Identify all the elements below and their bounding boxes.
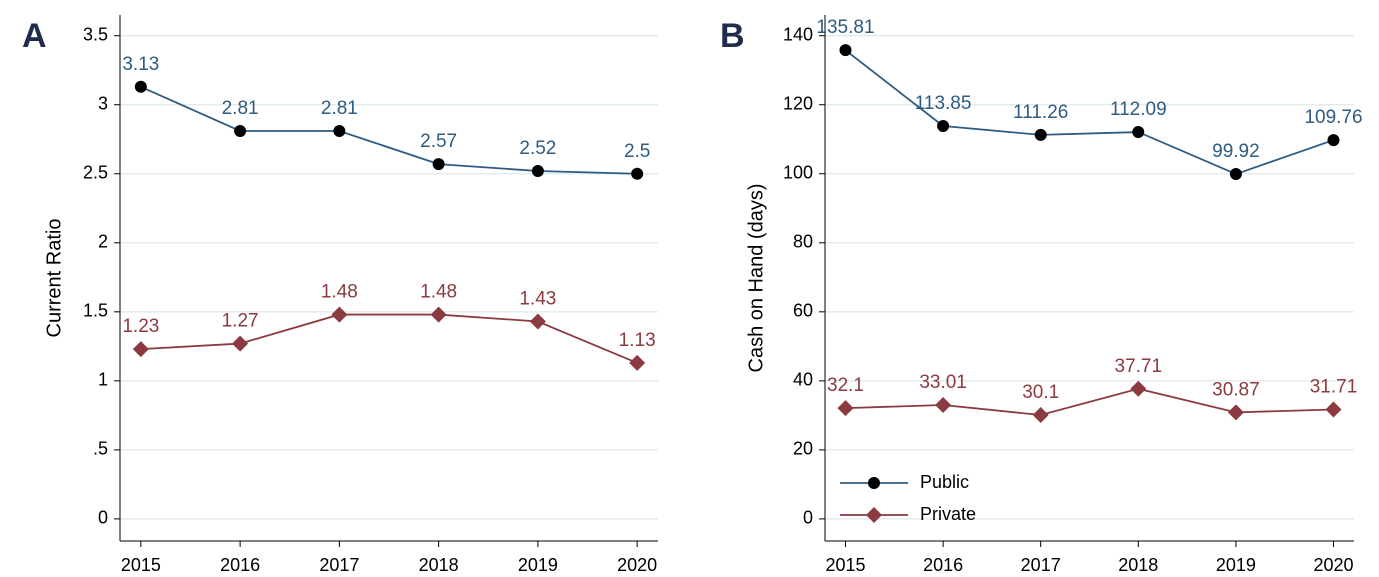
x-tick-label: 2016	[220, 555, 260, 575]
legend-marker	[868, 477, 880, 489]
panel-label: A	[22, 17, 47, 55]
x-tick-label: 2016	[923, 555, 963, 575]
marker	[232, 335, 249, 352]
data-label: 135.81	[816, 17, 874, 38]
marker	[331, 306, 348, 323]
marker	[937, 119, 950, 132]
data-label: 1.23	[122, 316, 159, 337]
y-tick-label: 140	[783, 24, 813, 44]
y-tick-label: 1.5	[83, 301, 108, 321]
x-tick-label: 2019	[518, 555, 558, 575]
data-label: 31.71	[1310, 376, 1358, 397]
marker	[1032, 407, 1049, 424]
y-tick-label: 3	[98, 93, 108, 113]
series-line	[140, 85, 638, 175]
marker	[935, 396, 952, 413]
y-tick-label: 100	[783, 163, 813, 183]
marker	[1327, 134, 1340, 147]
x-tick-label: 2015	[121, 555, 161, 575]
marker	[629, 354, 646, 371]
marker	[132, 341, 149, 358]
y-tick-label: 2	[98, 232, 108, 252]
x-tick-label: 2020	[1313, 555, 1353, 575]
data-label: 37.71	[1115, 356, 1163, 377]
data-label: 99.92	[1212, 141, 1260, 162]
marker	[839, 44, 852, 57]
marker	[430, 306, 447, 323]
data-label: 2.5	[624, 141, 650, 162]
y-tick-label: 40	[793, 370, 813, 390]
data-label: 30.87	[1212, 379, 1260, 400]
y-tick-label: 60	[793, 301, 813, 321]
series-line	[844, 49, 1334, 176]
y-axis-label: Current Ratio	[43, 219, 65, 338]
data-label: 33.01	[919, 372, 967, 393]
marker	[333, 124, 346, 137]
marker	[432, 158, 445, 171]
y-tick-label: 0	[803, 508, 813, 528]
marker	[234, 124, 247, 137]
x-tick-label: 2020	[617, 555, 657, 575]
data-label: 112.09	[1110, 99, 1167, 120]
x-tick-label: 2017	[1021, 555, 1061, 575]
data-label: 1.43	[519, 289, 556, 310]
data-label: 1.48	[321, 282, 358, 303]
data-label: 109.76	[1304, 107, 1362, 128]
x-tick-label: 2015	[825, 555, 865, 575]
data-label: 32.1	[827, 375, 864, 396]
data-label: 2.57	[420, 131, 457, 152]
y-tick-label: 20	[793, 439, 813, 459]
marker	[1229, 168, 1242, 181]
y-axis-label: Cash on Hand (days)	[745, 184, 767, 373]
marker	[837, 400, 854, 417]
marker	[531, 165, 544, 178]
data-label: 1.48	[420, 282, 457, 303]
data-label: 113.85	[915, 93, 972, 114]
data-label: 2.81	[222, 98, 259, 119]
marker	[1132, 126, 1145, 139]
y-tick-label: 1	[98, 370, 108, 390]
data-label: 1.13	[619, 330, 656, 351]
x-tick-label: 2018	[1118, 555, 1158, 575]
marker	[1130, 380, 1147, 397]
y-tick-label: .5	[93, 439, 108, 459]
legend-label: Private	[920, 504, 976, 524]
legend-label: Public	[920, 472, 969, 492]
series-line	[140, 313, 638, 364]
panel-label: B	[720, 17, 745, 55]
y-tick-label: 80	[793, 232, 813, 252]
y-tick-label: 2.5	[83, 163, 108, 183]
data-label: 2.52	[519, 138, 556, 159]
data-label: 1.27	[222, 311, 259, 332]
marker	[1227, 404, 1244, 421]
y-tick-label: 0	[98, 508, 108, 528]
marker	[529, 313, 546, 330]
legend-marker	[866, 507, 882, 523]
marker	[631, 167, 644, 180]
data-label: 2.81	[321, 98, 358, 119]
y-tick-label: 120	[783, 93, 813, 113]
marker	[134, 80, 147, 93]
x-tick-label: 2019	[1216, 555, 1256, 575]
series-line	[845, 387, 1334, 416]
x-tick-label: 2018	[419, 555, 459, 575]
y-tick-label: 3.5	[83, 24, 108, 44]
data-label: 30.1	[1022, 382, 1059, 403]
x-tick-label: 2017	[319, 555, 359, 575]
data-label: 111.26	[1013, 102, 1068, 123]
marker	[1325, 401, 1342, 418]
data-label: 3.13	[122, 54, 159, 75]
marker	[1034, 128, 1047, 141]
